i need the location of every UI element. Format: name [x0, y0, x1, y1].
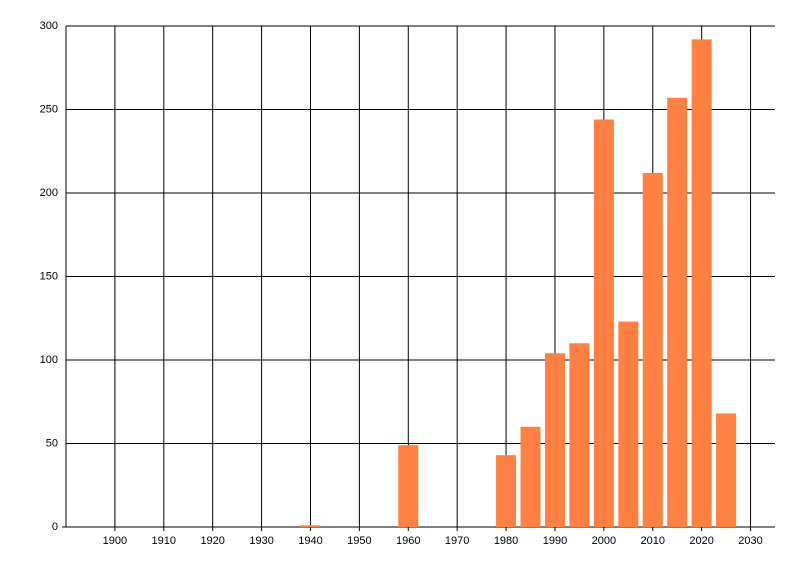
bar: [691, 39, 712, 528]
y-tick-label: 50: [46, 437, 58, 449]
x-tick-label: 1990: [543, 535, 567, 547]
bar: [398, 445, 419, 527]
bar: [544, 353, 565, 527]
x-tick-label: 1970: [445, 535, 469, 547]
x-tick-label: 2000: [592, 535, 616, 547]
bar: [300, 525, 321, 527]
x-tick-label: 1910: [152, 535, 176, 547]
y-tick-label: 300: [40, 20, 58, 32]
x-tick-label: 2010: [641, 535, 665, 547]
x-tick-label: 1930: [249, 535, 273, 547]
y-tick-label: 150: [40, 270, 58, 282]
bar: [569, 343, 590, 527]
bar: [642, 172, 663, 527]
bar: [520, 426, 541, 527]
y-tick-label: 100: [40, 354, 58, 366]
x-tick-label: 1960: [396, 535, 420, 547]
x-tick-label: 1940: [298, 535, 322, 547]
x-tick-label: 1980: [494, 535, 518, 547]
x-tick-label: 2030: [738, 535, 762, 547]
y-tick-label: 0: [52, 521, 58, 533]
bar: [496, 455, 517, 527]
x-tick-label: 1950: [347, 535, 371, 547]
x-tick-label: 1920: [200, 535, 224, 547]
bar: [618, 321, 639, 527]
x-tick-label: 1900: [103, 535, 127, 547]
x-tick-label: 2020: [689, 535, 713, 547]
y-tick-label: 250: [40, 103, 58, 115]
y-tick-label: 200: [40, 187, 58, 199]
bar: [716, 413, 737, 527]
bar: [593, 119, 614, 528]
bar: [667, 97, 688, 527]
